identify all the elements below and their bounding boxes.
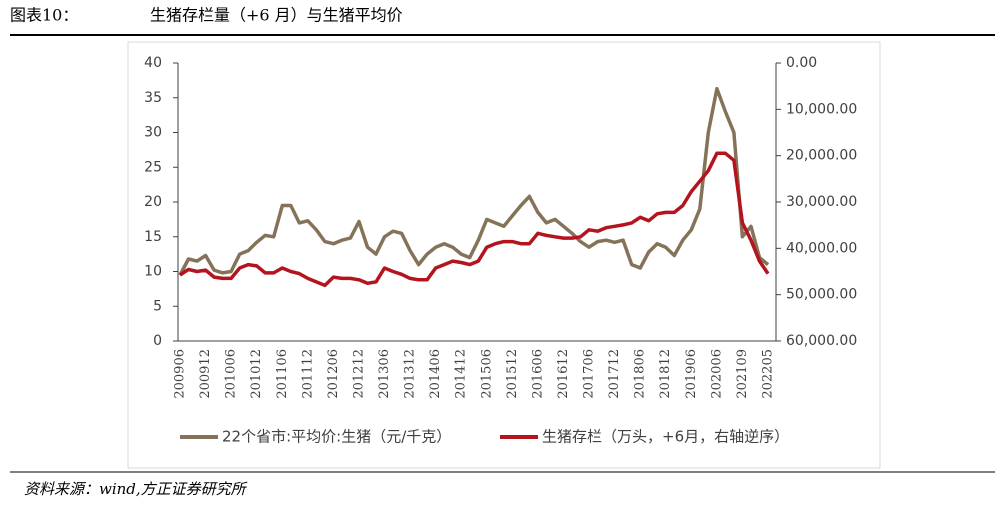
- y-tick-label: 30: [144, 125, 162, 141]
- series-line: [179, 151, 770, 288]
- y2-tick-label: 30,000.00: [786, 194, 857, 210]
- x-tick-label: 202006: [709, 349, 724, 399]
- figure-label: 图表10：: [10, 6, 78, 25]
- y-tick-label: 20: [144, 194, 162, 210]
- x-tick-label: 201712: [607, 349, 622, 399]
- y-tick-label: 10: [144, 264, 162, 280]
- y-tick-label: 0: [153, 333, 162, 349]
- x-tick-label: 201606: [530, 349, 545, 399]
- source: 资料来源：wind,方正证券研究所: [24, 480, 248, 498]
- x-tick-label: 201506: [479, 349, 494, 399]
- x-tick-label: 201406: [428, 349, 443, 399]
- y2-tick-label: 0.00: [786, 55, 817, 71]
- y2-tick-label: 10,000.00: [786, 101, 857, 117]
- chart-frame: [127, 41, 881, 469]
- y-tick-label: 25: [144, 159, 162, 175]
- x-tick-label: 201806: [633, 349, 648, 399]
- y-tick-label: 15: [144, 229, 162, 245]
- x-tick-label: 201612: [556, 349, 571, 399]
- x-tick-label: 200906: [173, 349, 188, 399]
- x-tick-label: 202205: [761, 349, 776, 399]
- series-line: [178, 86, 770, 276]
- x-tick-label: 201812: [658, 349, 673, 399]
- y2-tick-label: 20,000.00: [786, 148, 857, 164]
- x-tick-label: 201106: [275, 349, 290, 399]
- x-tick-label: 201512: [505, 349, 520, 399]
- x-tick-label: 202109: [735, 349, 750, 399]
- x-tick-label: 201112: [300, 349, 315, 399]
- x-tick-label: 201706: [582, 349, 597, 399]
- x-tick-label: 201012: [249, 349, 264, 399]
- y-tick-label: 40: [144, 55, 162, 71]
- x-tick-label: 200912: [198, 349, 213, 399]
- legend-label: 22个省市:平均价:生猪（元/千克）: [222, 428, 451, 446]
- x-tick-label: 201312: [403, 349, 418, 399]
- y2-tick-label: 40,000.00: [786, 240, 857, 256]
- y-tick-label: 35: [144, 90, 162, 106]
- x-tick-label: 201212: [351, 349, 366, 399]
- x-tick-label: 201906: [684, 349, 699, 399]
- x-tick-label: 201412: [454, 349, 469, 399]
- legend-label: 生猪存栏（万头，+6月，右轴逆序）: [542, 428, 789, 446]
- x-tick-label: 201006: [224, 349, 239, 399]
- x-tick-label: 201306: [377, 349, 392, 399]
- y-tick-label: 5: [153, 298, 162, 314]
- x-tick-label: 201206: [326, 349, 341, 399]
- y2-tick-label: 60,000.00: [786, 333, 857, 349]
- y2-tick-label: 50,000.00: [786, 287, 857, 303]
- chart-title: 生猪存栏量（+6 月）与生猪平均价: [150, 6, 403, 25]
